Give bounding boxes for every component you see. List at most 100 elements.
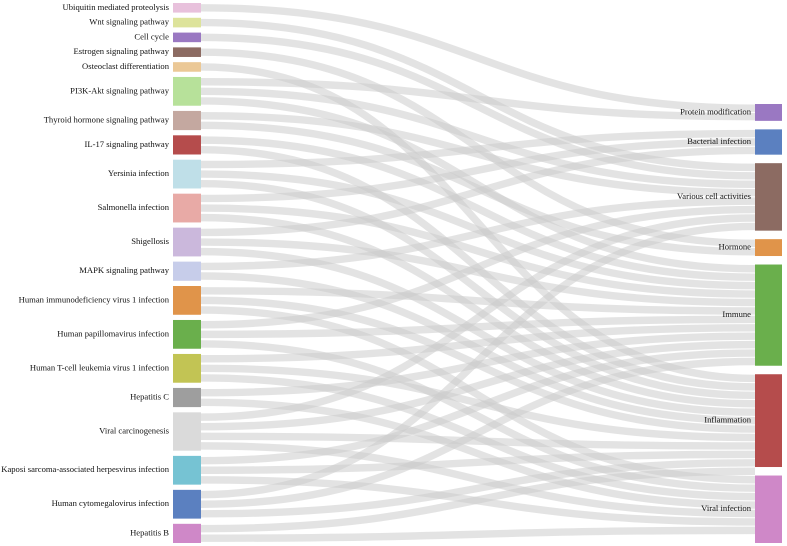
source-node-mapk-signaling-pathway: MAPK signaling pathway bbox=[79, 261, 201, 281]
source-node-label: Yersinia infection bbox=[108, 168, 170, 178]
source-node-thyroid-hormone-signaling-pathway: Thyroid hormone signaling pathway bbox=[44, 110, 201, 131]
link-kaposi-sarcoma-associated-herpesvirus-infection-to-inflammation bbox=[200, 450, 756, 474]
source-node-label: Hepatitis B bbox=[130, 527, 169, 537]
source-node-label: Wnt signaling pathway bbox=[89, 17, 169, 27]
target-node-bar bbox=[755, 374, 782, 468]
link-viral-carcinogenesis-to-immune bbox=[200, 340, 756, 431]
link-yersinia-infection-to-bacterial-infection bbox=[200, 129, 756, 169]
source-node-human-papillomavirus-infection: Human papillomavirus infection bbox=[57, 319, 201, 349]
source-node-label: Osteoclast differentiation bbox=[82, 61, 170, 71]
source-node-human-cytomegalovirus-infection: Human cytomegalovirus infection bbox=[52, 489, 201, 519]
source-node-viral-carcinogenesis: Viral carcinogenesis bbox=[99, 412, 201, 451]
link-viral-carcinogenesis-to-viral-infection bbox=[200, 442, 756, 518]
link-kaposi-sarcoma-associated-herpesvirus-infection-to-immune bbox=[200, 349, 756, 465]
target-node-various-cell-activities: Various cell activities bbox=[677, 163, 782, 231]
source-node-label: Human T-cell leukemia virus 1 infection bbox=[30, 362, 170, 372]
target-node-bar bbox=[755, 264, 782, 366]
source-node-pi3k-akt-signaling-pathway: PI3K-Akt signaling pathway bbox=[70, 76, 201, 106]
link-pi3k-akt-signaling-pathway-to-protein-modification bbox=[200, 78, 756, 121]
link-yersinia-infection-to-immune bbox=[200, 170, 756, 290]
source-node-bar bbox=[173, 47, 201, 57]
source-node-label: Estrogen signaling pathway bbox=[74, 46, 170, 56]
target-node-inflammation: Inflammation bbox=[704, 374, 782, 468]
link-salmonella-infection-to-immune bbox=[200, 204, 756, 298]
link-ubiquitin-mediated-proteolysis-to-protein-modification bbox=[200, 4, 756, 112]
source-node-bar bbox=[173, 62, 201, 72]
target-node-label: Hormone bbox=[719, 242, 752, 252]
link-mapk-signaling-pathway-to-various-cell-activities bbox=[200, 197, 756, 271]
source-node-label: PI3K-Akt signaling pathway bbox=[70, 85, 170, 95]
target-node-label: Immune bbox=[722, 309, 751, 319]
source-node-bar bbox=[173, 159, 201, 189]
source-node-label: Human papillomavirus infection bbox=[57, 328, 169, 338]
source-node-bar bbox=[173, 135, 201, 155]
source-node-label: Salmonella infection bbox=[98, 202, 170, 212]
target-node-immune: Immune bbox=[722, 264, 782, 366]
link-thyroid-hormone-signaling-pathway-to-various-cell-activities bbox=[200, 112, 756, 197]
source-node-label: MAPK signaling pathway bbox=[79, 265, 169, 275]
source-node-label: IL-17 signaling pathway bbox=[85, 139, 170, 149]
source-node-ubiquitin-mediated-proteolysis: Ubiquitin mediated proteolysis bbox=[63, 2, 201, 13]
link-mapk-signaling-pathway-to-inflammation bbox=[200, 272, 756, 425]
target-node-bar bbox=[755, 104, 782, 121]
link-human-cytomegalovirus-infection-to-inflammation bbox=[200, 459, 756, 518]
link-human-papillomavirus-infection-to-immune bbox=[200, 315, 756, 339]
link-viral-carcinogenesis-to-various-cell-activities bbox=[200, 214, 756, 421]
target-node-bar bbox=[755, 129, 782, 155]
source-node-bar bbox=[173, 387, 201, 408]
link-hepatitis-b-to-inflammation bbox=[200, 467, 756, 533]
link-il-17-signaling-pathway-to-immune bbox=[200, 136, 756, 281]
source-node-cell-cycle: Cell cycle bbox=[134, 31, 201, 43]
source-node-hepatitis-b: Hepatitis B bbox=[130, 523, 201, 543]
source-node-label: Ubiquitin mediated proteolysis bbox=[63, 2, 170, 12]
source-node-bar bbox=[173, 286, 201, 315]
target-nodes: Protein modification Bacterial infection V… bbox=[677, 104, 782, 543]
source-node-label: Kaposi sarcoma-associated herpesvirus in… bbox=[1, 464, 169, 474]
target-node-label: Viral infection bbox=[701, 503, 752, 513]
target-node-label: Bacterial infection bbox=[687, 136, 751, 146]
link-shigellosis-to-immune bbox=[200, 238, 756, 307]
link-viral-carcinogenesis-to-inflammation bbox=[200, 432, 756, 450]
source-node-label: Human cytomegalovirus infection bbox=[52, 498, 170, 508]
target-node-bar bbox=[755, 239, 782, 257]
target-node-bacterial-infection: Bacterial infection bbox=[687, 129, 782, 155]
link-human-cytomegalovirus-infection-to-immune bbox=[200, 357, 756, 508]
link-human-t-cell-leukemia-virus-1-infection-to-viral-infection bbox=[200, 374, 756, 501]
link-cell-cycle-to-various-cell-activities bbox=[200, 33, 756, 180]
link-pi3k-akt-signaling-pathway-to-various-cell-activities bbox=[200, 87, 756, 188]
link-wnt-signaling-pathway-to-various-cell-activities bbox=[200, 18, 756, 172]
source-node-bar bbox=[173, 110, 201, 131]
source-node-shigellosis: Shigellosis bbox=[131, 227, 201, 257]
source-node-bar bbox=[173, 76, 201, 106]
source-node-salmonella-infection: Salmonella infection bbox=[98, 193, 201, 223]
source-node-wnt-signaling-pathway: Wnt signaling pathway bbox=[89, 17, 201, 28]
source-node-bar bbox=[173, 523, 201, 543]
link-hepatitis-b-to-viral-infection bbox=[200, 526, 756, 542]
target-node-bar bbox=[755, 163, 782, 231]
target-node-bar bbox=[755, 475, 782, 543]
source-node-bar bbox=[173, 489, 201, 519]
source-node-bar bbox=[173, 17, 201, 28]
source-nodes: Ubiquitin mediated proteolysis Wnt signal… bbox=[1, 2, 201, 543]
source-node-bar bbox=[173, 412, 201, 451]
source-node-human-immunodeficiency-virus-1-infection: Human immunodeficiency virus 1 infection bbox=[19, 286, 201, 315]
target-node-hormone: Hormone bbox=[719, 239, 782, 257]
source-node-yersinia-infection: Yersinia infection bbox=[108, 159, 201, 189]
source-node-label: Thyroid hormone signaling pathway bbox=[44, 114, 170, 124]
source-node-estrogen-signaling-pathway: Estrogen signaling pathway bbox=[74, 46, 201, 57]
link-human-t-cell-leukemia-virus-1-infection-to-immune bbox=[200, 324, 756, 363]
source-node-il-17-signaling-pathway: IL-17 signaling pathway bbox=[85, 135, 201, 155]
source-node-bar bbox=[173, 3, 201, 13]
source-node-bar bbox=[173, 319, 201, 349]
link-human-cytomegalovirus-infection-to-various-cell-activities bbox=[200, 222, 756, 499]
source-node-kaposi-sarcoma-associated-herpesvirus-infection: Kaposi sarcoma-associated herpesvirus in… bbox=[1, 455, 201, 485]
link-human-immunodeficiency-virus-1-infection-to-immune bbox=[200, 287, 756, 315]
target-node-viral-infection: Viral infection bbox=[701, 475, 782, 543]
source-node-label: Hepatitis C bbox=[130, 391, 169, 401]
source-node-bar bbox=[173, 193, 201, 223]
target-node-label: Various cell activities bbox=[677, 191, 752, 201]
link-shigellosis-to-bacterial-infection bbox=[200, 146, 756, 237]
link-human-papillomavirus-infection-to-viral-infection bbox=[200, 340, 756, 492]
